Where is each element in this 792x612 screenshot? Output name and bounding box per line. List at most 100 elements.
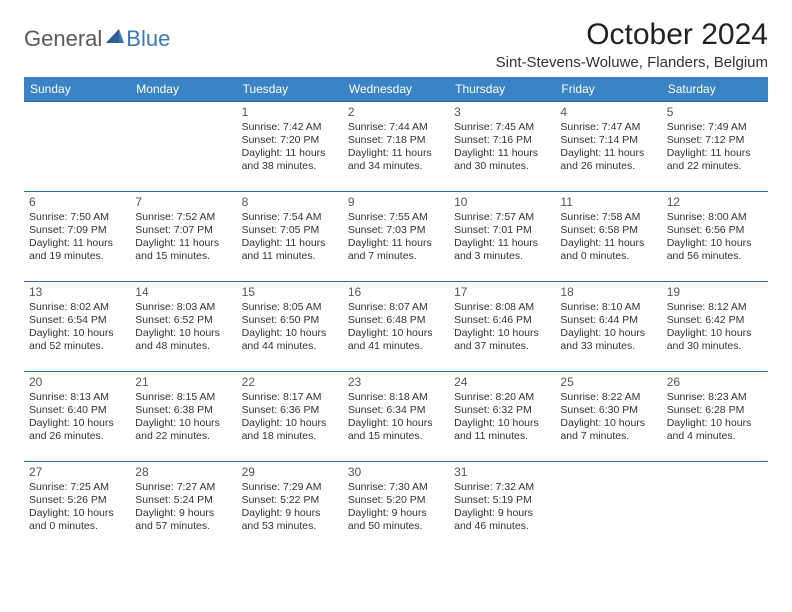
sunrise-line: Sunrise: 8:08 AM — [454, 301, 550, 314]
calendar-week-row: 27Sunrise: 7:25 AMSunset: 5:26 PMDayligh… — [24, 462, 768, 552]
calendar-week-row: 6Sunrise: 7:50 AMSunset: 7:09 PMDaylight… — [24, 192, 768, 282]
sunset-line: Sunset: 5:22 PM — [242, 494, 338, 507]
daylight-line: Daylight: 10 hours and 48 minutes. — [135, 327, 231, 353]
sunset-line: Sunset: 7:14 PM — [560, 134, 656, 147]
calendar-week-row: 20Sunrise: 8:13 AMSunset: 6:40 PMDayligh… — [24, 372, 768, 462]
day-number: 19 — [667, 285, 763, 300]
sunset-line: Sunset: 7:18 PM — [348, 134, 444, 147]
sunrise-line: Sunrise: 7:54 AM — [242, 211, 338, 224]
sunrise-line: Sunrise: 8:23 AM — [667, 391, 763, 404]
daylight-line: Daylight: 10 hours and 15 minutes. — [348, 417, 444, 443]
day-number: 16 — [348, 285, 444, 300]
day-number: 15 — [242, 285, 338, 300]
day-number: 17 — [454, 285, 550, 300]
daylight-line: Daylight: 10 hours and 37 minutes. — [454, 327, 550, 353]
logo-text-general: General — [24, 26, 102, 52]
sunrise-line: Sunrise: 7:57 AM — [454, 211, 550, 224]
month-title: October 2024 — [496, 18, 768, 52]
sunset-line: Sunset: 6:40 PM — [29, 404, 125, 417]
weekday-header: Sunday — [24, 77, 130, 102]
sunrise-line: Sunrise: 7:29 AM — [242, 481, 338, 494]
sunrise-line: Sunrise: 7:42 AM — [242, 121, 338, 134]
daylight-line: Daylight: 11 hours and 26 minutes. — [560, 147, 656, 173]
sunset-line: Sunset: 7:03 PM — [348, 224, 444, 237]
weekday-header: Tuesday — [237, 77, 343, 102]
day-number: 28 — [135, 465, 231, 480]
daylight-line: Daylight: 9 hours and 53 minutes. — [242, 507, 338, 533]
calendar-head: SundayMondayTuesdayWednesdayThursdayFrid… — [24, 77, 768, 102]
calendar-day-cell: 9Sunrise: 7:55 AMSunset: 7:03 PMDaylight… — [343, 192, 449, 282]
daylight-line: Daylight: 11 hours and 22 minutes. — [667, 147, 763, 173]
sunrise-line: Sunrise: 7:55 AM — [348, 211, 444, 224]
day-number: 23 — [348, 375, 444, 390]
daylight-line: Daylight: 11 hours and 11 minutes. — [242, 237, 338, 263]
logo: General Blue — [24, 26, 170, 52]
day-number: 9 — [348, 195, 444, 210]
day-number: 21 — [135, 375, 231, 390]
daylight-line: Daylight: 11 hours and 7 minutes. — [348, 237, 444, 263]
daylight-line: Daylight: 10 hours and 18 minutes. — [242, 417, 338, 443]
day-number: 7 — [135, 195, 231, 210]
calendar-day-cell: 3Sunrise: 7:45 AMSunset: 7:16 PMDaylight… — [449, 102, 555, 192]
sunset-line: Sunset: 6:50 PM — [242, 314, 338, 327]
day-number: 27 — [29, 465, 125, 480]
daylight-line: Daylight: 11 hours and 15 minutes. — [135, 237, 231, 263]
sunrise-line: Sunrise: 8:17 AM — [242, 391, 338, 404]
calendar-day-cell: 12Sunrise: 8:00 AMSunset: 6:56 PMDayligh… — [662, 192, 768, 282]
logo-text-blue: Blue — [126, 26, 170, 52]
sunset-line: Sunset: 6:44 PM — [560, 314, 656, 327]
sunrise-line: Sunrise: 7:25 AM — [29, 481, 125, 494]
day-number: 8 — [242, 195, 338, 210]
calendar-day-cell: 25Sunrise: 8:22 AMSunset: 6:30 PMDayligh… — [555, 372, 661, 462]
page-header: General Blue October 2024 Sint-Stevens-W… — [24, 18, 768, 71]
calendar-day-cell: 14Sunrise: 8:03 AMSunset: 6:52 PMDayligh… — [130, 282, 236, 372]
sunrise-line: Sunrise: 7:47 AM — [560, 121, 656, 134]
sunset-line: Sunset: 6:46 PM — [454, 314, 550, 327]
calendar-day-cell: 13Sunrise: 8:02 AMSunset: 6:54 PMDayligh… — [24, 282, 130, 372]
calendar-table: SundayMondayTuesdayWednesdayThursdayFrid… — [24, 77, 768, 552]
sunset-line: Sunset: 7:20 PM — [242, 134, 338, 147]
sunset-line: Sunset: 6:28 PM — [667, 404, 763, 417]
daylight-line: Daylight: 9 hours and 57 minutes. — [135, 507, 231, 533]
day-number: 1 — [242, 105, 338, 120]
calendar-day-cell: 5Sunrise: 7:49 AMSunset: 7:12 PMDaylight… — [662, 102, 768, 192]
sunset-line: Sunset: 7:12 PM — [667, 134, 763, 147]
sunrise-line: Sunrise: 7:44 AM — [348, 121, 444, 134]
sunset-line: Sunset: 6:58 PM — [560, 224, 656, 237]
day-number: 10 — [454, 195, 550, 210]
calendar-day-cell: 18Sunrise: 8:10 AMSunset: 6:44 PMDayligh… — [555, 282, 661, 372]
sunset-line: Sunset: 7:01 PM — [454, 224, 550, 237]
calendar-day-cell: 27Sunrise: 7:25 AMSunset: 5:26 PMDayligh… — [24, 462, 130, 552]
sunrise-line: Sunrise: 8:07 AM — [348, 301, 444, 314]
daylight-line: Daylight: 11 hours and 0 minutes. — [560, 237, 656, 263]
calendar-day-cell — [130, 102, 236, 192]
calendar-day-cell: 22Sunrise: 8:17 AMSunset: 6:36 PMDayligh… — [237, 372, 343, 462]
sunset-line: Sunset: 6:42 PM — [667, 314, 763, 327]
daylight-line: Daylight: 11 hours and 38 minutes. — [242, 147, 338, 173]
daylight-line: Daylight: 10 hours and 11 minutes. — [454, 417, 550, 443]
sunrise-line: Sunrise: 7:50 AM — [29, 211, 125, 224]
calendar-day-cell — [555, 462, 661, 552]
sunrise-line: Sunrise: 8:20 AM — [454, 391, 550, 404]
sunset-line: Sunset: 6:54 PM — [29, 314, 125, 327]
calendar-week-row: 13Sunrise: 8:02 AMSunset: 6:54 PMDayligh… — [24, 282, 768, 372]
sunset-line: Sunset: 6:48 PM — [348, 314, 444, 327]
daylight-line: Daylight: 9 hours and 50 minutes. — [348, 507, 444, 533]
sunset-line: Sunset: 5:20 PM — [348, 494, 444, 507]
daylight-line: Daylight: 11 hours and 34 minutes. — [348, 147, 444, 173]
calendar-day-cell: 10Sunrise: 7:57 AMSunset: 7:01 PMDayligh… — [449, 192, 555, 282]
sunset-line: Sunset: 6:52 PM — [135, 314, 231, 327]
calendar-day-cell: 24Sunrise: 8:20 AMSunset: 6:32 PMDayligh… — [449, 372, 555, 462]
day-number: 29 — [242, 465, 338, 480]
day-number: 26 — [667, 375, 763, 390]
calendar-day-cell: 28Sunrise: 7:27 AMSunset: 5:24 PMDayligh… — [130, 462, 236, 552]
sunset-line: Sunset: 6:36 PM — [242, 404, 338, 417]
day-number: 18 — [560, 285, 656, 300]
calendar-body: 1Sunrise: 7:42 AMSunset: 7:20 PMDaylight… — [24, 102, 768, 552]
calendar-day-cell — [662, 462, 768, 552]
daylight-line: Daylight: 10 hours and 0 minutes. — [29, 507, 125, 533]
day-number: 30 — [348, 465, 444, 480]
daylight-line: Daylight: 9 hours and 46 minutes. — [454, 507, 550, 533]
sunrise-line: Sunrise: 8:15 AM — [135, 391, 231, 404]
weekday-header: Friday — [555, 77, 661, 102]
